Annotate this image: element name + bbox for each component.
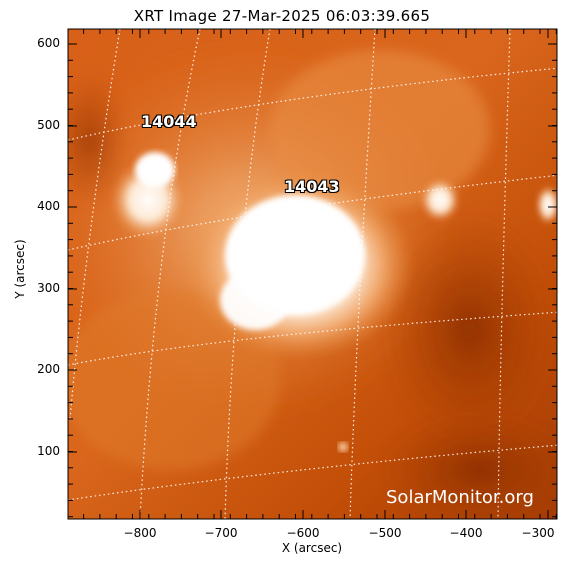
coordinate-grid <box>68 29 557 519</box>
x-tick-label: −700 <box>204 526 238 540</box>
y-tick-label: 500 <box>37 118 60 132</box>
x-tick-label: −800 <box>123 526 157 540</box>
x-tick-label: −500 <box>368 526 402 540</box>
y-tick-label: 200 <box>37 362 60 376</box>
x-tick-label: −300 <box>521 526 555 540</box>
plot-frame <box>67 28 558 520</box>
y-tick-label: 600 <box>37 36 60 50</box>
minor-ticks <box>68 29 557 519</box>
active-region-label: 14044 <box>141 112 197 131</box>
y-tick-label: 400 <box>37 199 60 213</box>
x-axis-label: X (arcsec) <box>281 541 343 555</box>
y-tick-label: 100 <box>37 444 60 458</box>
active-region-label: 14043 <box>284 177 340 196</box>
x-tick-label: −400 <box>449 526 483 540</box>
watermark: SolarMonitor.org <box>386 487 534 508</box>
x-tick-label: −600 <box>286 526 320 540</box>
solar-image <box>68 29 557 519</box>
y-tick-label: 300 <box>37 281 60 295</box>
image-title: XRT Image 27-Mar-2025 06:03:39.665 <box>133 7 431 25</box>
